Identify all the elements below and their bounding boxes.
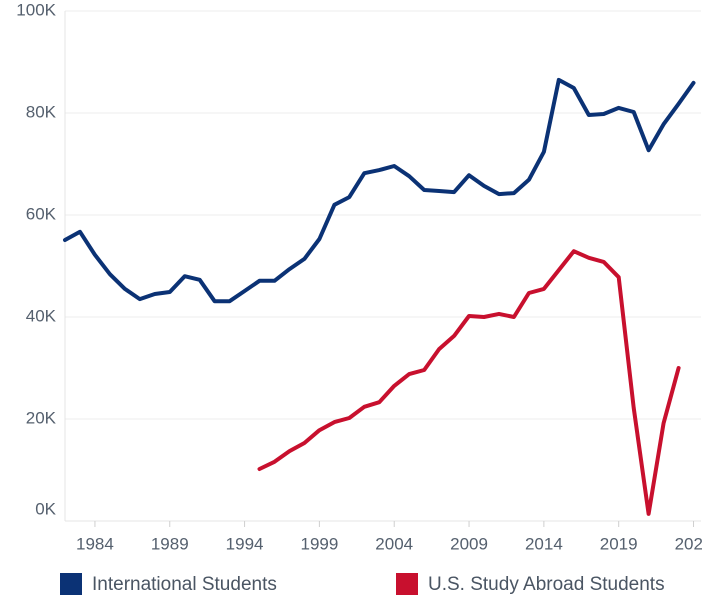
- y-tick-label: 60K: [26, 204, 57, 223]
- x-tick-label: 2014: [525, 534, 563, 553]
- y-tick-label: 40K: [26, 306, 57, 325]
- x-tick-label: 2019: [600, 534, 638, 553]
- x-tick-label: 1989: [151, 534, 189, 553]
- x-tick-label: 1999: [300, 534, 338, 553]
- legend-swatch: [60, 573, 82, 595]
- series-line: [63, 77, 696, 304]
- y-tick-label: 0K: [35, 499, 56, 518]
- x-tick-label: 1994: [226, 534, 264, 553]
- y-tick-label: 80K: [26, 102, 57, 121]
- x-tick-label: 2004: [375, 534, 413, 553]
- series-line: [257, 249, 681, 516]
- legend-label: International Students: [92, 574, 277, 595]
- x-tick-label: 2024: [675, 534, 702, 553]
- legend-label: U.S. Study Abroad Students: [428, 574, 665, 595]
- y-tick-label: 20K: [26, 408, 57, 427]
- y-tick-label: 100K: [16, 0, 56, 19]
- x-tick-label: 2009: [450, 534, 488, 553]
- legend-swatch: [396, 573, 418, 595]
- x-tick-label: 1984: [76, 534, 114, 553]
